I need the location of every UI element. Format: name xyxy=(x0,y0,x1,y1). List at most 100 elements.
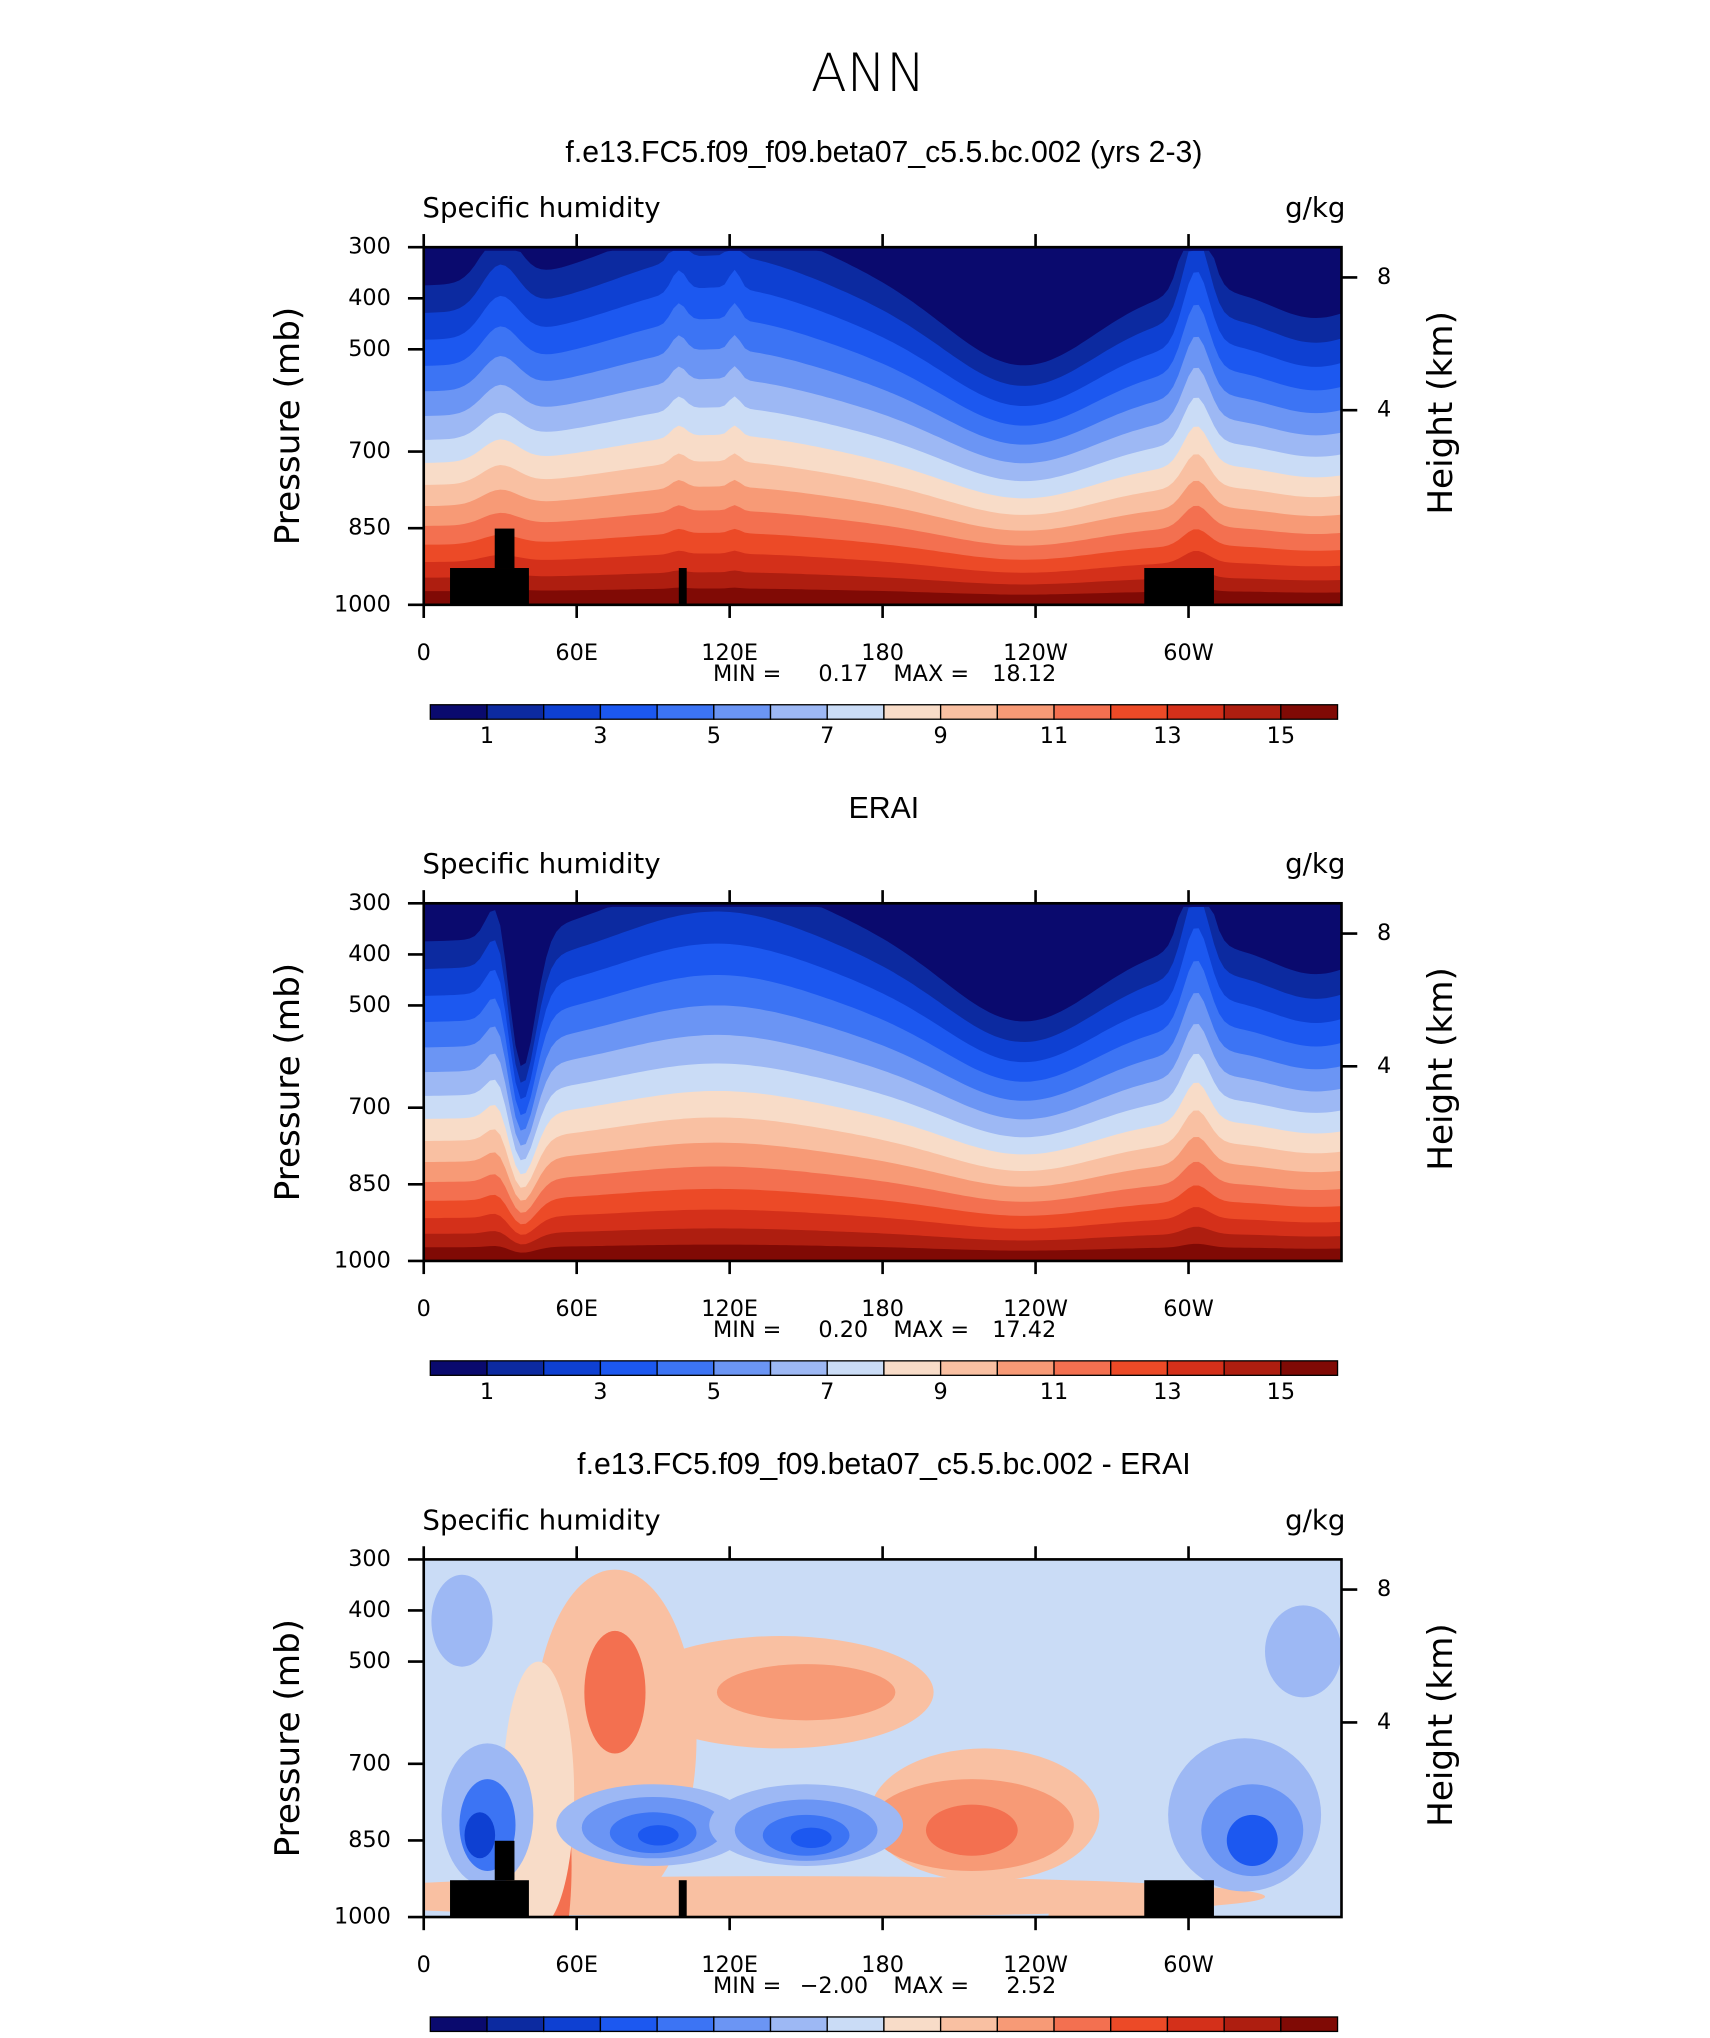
colorbar-label: 1 xyxy=(480,1379,494,1405)
colorbar-box xyxy=(1280,1360,1339,1376)
contour-band xyxy=(1265,1605,1342,1698)
colorbar-box xyxy=(599,2016,658,2033)
colorbar-label: 0.3 xyxy=(980,2035,1016,2038)
max-value: 2.52 xyxy=(1006,1973,1056,1999)
contour-band xyxy=(790,1827,832,1849)
y2-tick-label: 8 xyxy=(1377,1576,1391,1602)
colorbar-label: −0.3 xyxy=(743,2035,797,2038)
colorbar-box xyxy=(486,1360,545,1376)
y-tick-label: 700 xyxy=(348,1750,391,1776)
colorbar-box xyxy=(883,1360,942,1376)
colorbar-label: 11 xyxy=(1040,723,1068,749)
colorbar-box xyxy=(939,704,998,720)
max-text: MAX = xyxy=(893,1317,969,1343)
colorbar-label: 7 xyxy=(820,1379,834,1405)
y-tick-label: 850 xyxy=(348,515,391,541)
y-axis-label: Pressure (mb) xyxy=(268,963,308,1201)
colorbar-label: 0.9 xyxy=(1093,2035,1129,2038)
y-axis-label: Pressure (mb) xyxy=(268,307,308,545)
colorbar-box xyxy=(713,1360,772,1376)
x-tick-label: 180 xyxy=(861,640,904,666)
colorbar-box xyxy=(939,2016,998,2033)
colorbar-label: 11 xyxy=(1040,1379,1068,1405)
y-tick-label: 850 xyxy=(348,1827,391,1853)
colorbar-label: 9 xyxy=(934,1379,948,1405)
x-tick-label: 120E xyxy=(701,1296,758,1322)
colorbar-box xyxy=(826,2016,885,2033)
colorbar-label: 13 xyxy=(1153,1379,1181,1405)
left-label: Specific humidity xyxy=(422,191,660,224)
contour-band xyxy=(584,1630,646,1754)
colorbar-label: 9 xyxy=(934,723,948,749)
max-value: 18.12 xyxy=(992,661,1056,687)
y-tick-label: 850 xyxy=(348,1171,391,1197)
x-tick-label: 60W xyxy=(1163,1952,1214,1978)
panel-title: ERAI xyxy=(849,792,920,825)
min-text: MIN = xyxy=(713,1317,781,1343)
contour-band xyxy=(637,1825,679,1846)
colorbar-label: 7 xyxy=(820,723,834,749)
left-label: Specific humidity xyxy=(422,847,660,880)
y2-tick-label: 8 xyxy=(1377,920,1391,946)
colorbar-box xyxy=(1166,1360,1225,1376)
max-text: MAX = xyxy=(893,1973,969,1999)
contour-field xyxy=(423,903,1342,1261)
y-tick-label: 300 xyxy=(348,234,391,260)
colorbar-box xyxy=(1223,704,1282,720)
y-tick-label: 700 xyxy=(348,1094,391,1120)
colorbar-label: 5 xyxy=(707,1379,721,1405)
x-tick-label: 60W xyxy=(1163,640,1214,666)
panel-title: f.e13.FC5.f09_f09.beta07_c5.5.bc.002 (yr… xyxy=(565,136,1202,169)
x-tick-label: 120W xyxy=(1003,1296,1068,1322)
min-text: MIN = xyxy=(713,661,781,687)
colorbar-box xyxy=(656,2016,715,2033)
x-tick-label: 120W xyxy=(1003,1952,1068,1978)
colorbar-box xyxy=(656,704,715,720)
colorbar-box xyxy=(1110,704,1169,720)
colorbar-box xyxy=(429,2016,488,2033)
y2-axis-label: Height (km) xyxy=(1421,311,1461,515)
contour-band xyxy=(925,1804,1018,1856)
terrain xyxy=(1144,568,1214,605)
x-tick-label: 180 xyxy=(861,1952,904,1978)
colorbar-box xyxy=(769,704,828,720)
terrain xyxy=(450,1880,529,1918)
contour-band xyxy=(431,1574,493,1667)
colorbar-box xyxy=(1053,704,1112,720)
y-tick-label: 400 xyxy=(348,285,391,311)
x-tick-label: 60E xyxy=(555,1296,598,1322)
x-tick-label: 180 xyxy=(861,1296,904,1322)
colorbar-box xyxy=(1110,1360,1169,1376)
min-value: −2.00 xyxy=(800,1973,868,1999)
colorbar-label: 1 xyxy=(480,723,494,749)
colorbar-box xyxy=(1223,1360,1282,1376)
colorbar-box xyxy=(883,2016,942,2033)
colorbar-box xyxy=(939,1360,998,1376)
colorbar-box xyxy=(1223,2016,1282,2033)
y2-axis-label: Height (km) xyxy=(1421,1623,1461,1827)
colorbar-box xyxy=(1280,704,1339,720)
x-tick-label: 120E xyxy=(701,1952,758,1978)
colorbar-box xyxy=(769,1360,828,1376)
colorbar-box xyxy=(1280,2016,1339,2033)
colorbar-label: 3 xyxy=(593,723,607,749)
colorbar-box xyxy=(543,1360,602,1376)
right-label: g/kg xyxy=(1285,1503,1345,1536)
min-text: MIN = xyxy=(713,1973,781,1999)
y2-axis-label: Height (km) xyxy=(1421,967,1461,1171)
x-tick-label: 60E xyxy=(555,640,598,666)
colorbar-label: 15 xyxy=(1267,723,1295,749)
y-axis-label: Pressure (mb) xyxy=(268,1619,308,1857)
colorbar-box xyxy=(656,1360,715,1376)
terrain xyxy=(494,1840,515,1881)
colorbar-box xyxy=(486,704,545,720)
colorbar-label: 13 xyxy=(1153,723,1181,749)
y2-tick-label: 4 xyxy=(1377,1709,1391,1735)
right-label: g/kg xyxy=(1285,847,1345,880)
colorbar-box xyxy=(1110,2016,1169,2033)
colorbar-box xyxy=(769,2016,828,2033)
left-label: Specific humidity xyxy=(422,1503,660,1536)
y-tick-label: 700 xyxy=(348,438,391,464)
y-tick-label: 500 xyxy=(348,992,391,1018)
colorbar-box xyxy=(599,1360,658,1376)
